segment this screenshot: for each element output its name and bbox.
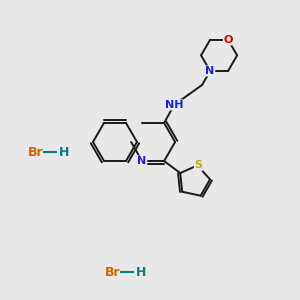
Text: H: H [59, 146, 69, 158]
Text: Br: Br [105, 266, 121, 278]
Text: Br: Br [28, 146, 44, 158]
Text: H: H [136, 266, 146, 278]
Text: N: N [206, 66, 215, 76]
Text: NH: NH [165, 100, 183, 110]
Text: O: O [224, 35, 233, 45]
Text: N: N [137, 156, 147, 166]
Text: S: S [194, 160, 202, 170]
